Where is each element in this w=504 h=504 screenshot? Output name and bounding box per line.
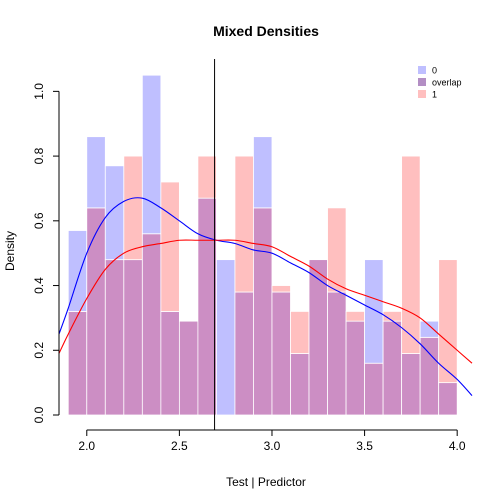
bar-series-0-1: [86, 136, 106, 209]
curves-layer: [58, 197, 473, 396]
bar-series-1-11: [271, 285, 291, 293]
bar-overlap-17: [382, 320, 403, 416]
bar-series-0-2: [104, 165, 125, 261]
bar-series-1-7: [197, 155, 217, 199]
bar-overlap-15: [345, 320, 365, 416]
bar-series-1-18: [401, 155, 421, 354]
bar-series-1-3: [123, 155, 143, 261]
bar-series-1-9: [234, 155, 254, 293]
y-tick-label-1: 0.2: [32, 342, 46, 359]
x-tick-label-3: 3.5: [356, 439, 373, 453]
bar-overlap-19: [419, 336, 440, 416]
legend-swatch-1: [418, 78, 426, 86]
y-tick-label-2: 0.4: [32, 277, 46, 294]
y-axis-title: Density: [3, 231, 17, 271]
bar-overlap-0: [67, 311, 88, 416]
axes-layer: 2.0 2.5 3.0 3.5 4.0 0.0 0.2 0.4 0.6 0.8 1.0: [32, 83, 466, 453]
y-tick-label-4: 0.8: [32, 147, 46, 164]
y-tick-label-3: 0.6: [32, 212, 46, 229]
legend-label-2: 1: [432, 90, 437, 100]
x-tick-label-4: 4.0: [449, 439, 466, 453]
bars-layer: [67, 74, 458, 416]
bar-overlap-3: [123, 259, 143, 416]
bar-overlap-11: [271, 291, 291, 416]
bar-overlap-7: [197, 197, 217, 416]
legend: 0 overlap 1: [418, 66, 462, 100]
density-curve-0: [58, 197, 473, 396]
legend-label-1: overlap: [432, 78, 462, 88]
bar-series-1-20: [438, 259, 458, 384]
bar-overlap-18: [401, 353, 421, 416]
bar-overlap-1: [86, 207, 106, 416]
legend-swatch-2: [418, 90, 426, 98]
bar-overlap-5: [160, 311, 180, 416]
bar-series-0-19: [419, 320, 440, 338]
x-tick-label-0: 2.0: [78, 439, 95, 453]
bar-series-1-15: [345, 311, 365, 322]
bar-overlap-16: [364, 362, 384, 416]
bar-overlap-20: [438, 382, 458, 416]
legend-swatch-0: [418, 66, 426, 74]
legend-label-0: 0: [432, 66, 437, 76]
x-axis-title: Test | Predictor: [226, 475, 306, 489]
bar-overlap-14: [327, 291, 347, 416]
bar-series-0-16: [364, 259, 384, 364]
bar-series-0-10: [253, 136, 273, 209]
bar-overlap-2: [104, 259, 125, 416]
y-tick-label-0: 0.0: [32, 406, 46, 423]
bar-series-1-5: [160, 181, 180, 312]
bar-overlap-12: [290, 353, 310, 416]
y-tick-label-5: 1.0: [32, 83, 46, 100]
bar-series-1-12: [290, 311, 310, 354]
chart-title: Mixed Densities: [213, 23, 319, 39]
density-curve-1: [58, 239, 473, 364]
bar-series-0-4: [141, 74, 162, 235]
x-tick-label-2: 3.0: [264, 439, 281, 453]
bar-series-1-14: [327, 207, 347, 293]
bar-overlap-9: [234, 291, 254, 416]
bar-series-0-8: [216, 259, 236, 416]
bar-overlap-13: [308, 259, 328, 416]
x-tick-label-1: 2.5: [171, 439, 188, 453]
bar-overlap-4: [141, 233, 162, 416]
bar-overlap-10: [253, 207, 273, 416]
bar-overlap-6: [178, 320, 199, 416]
